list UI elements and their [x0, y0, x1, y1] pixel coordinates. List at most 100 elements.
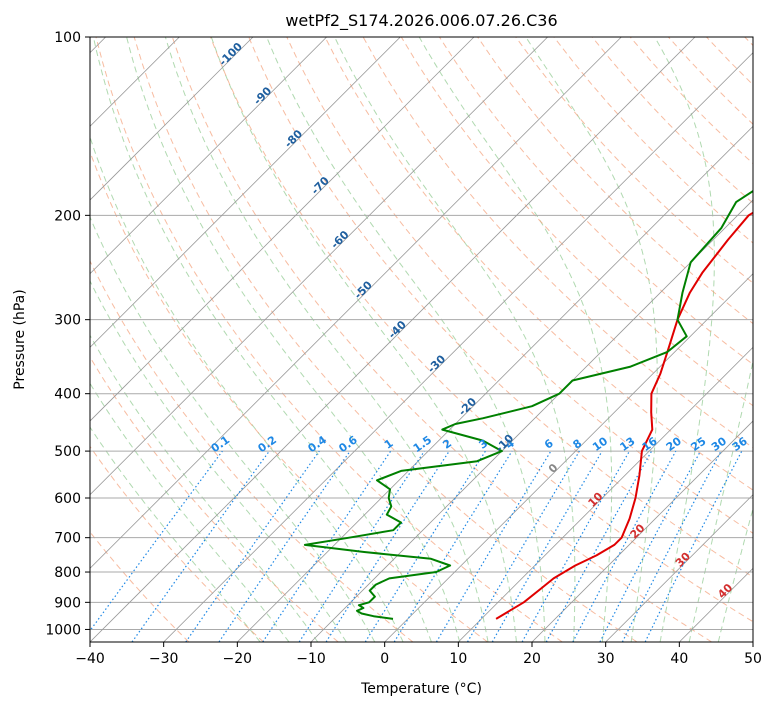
isotherm-line: [90, 37, 696, 642]
moist-adiabat-line: [90, 382, 290, 642]
sounding-profiles: [303, 189, 753, 620]
moist-adiabat-line: [717, 506, 753, 642]
moist-adiabats: [90, 37, 753, 642]
moist-adiabat-line: [90, 334, 319, 642]
mixing-ratio-line: [185, 450, 320, 642]
x-tick-label: −20: [223, 651, 253, 667]
moist-adiabat-label: 40: [715, 581, 735, 601]
isotherm-line: [752, 641, 753, 642]
mixing-ratio-label: 1.5: [411, 433, 434, 455]
isotherm-line: [605, 494, 753, 642]
mixing-ratio-line: [325, 450, 450, 642]
mixing-ratio-line: [393, 450, 513, 642]
dry-adiabat-label: -100: [216, 40, 245, 69]
isotherm-line: [90, 37, 622, 569]
mixing-ratio-label: 2: [440, 437, 454, 452]
isotherm-line: [310, 199, 753, 642]
x-tick-label: −40: [75, 651, 105, 667]
dry-adiabat-line: [477, 37, 753, 325]
y-tick-label: 600: [54, 491, 81, 507]
moist-adiabat-line: [90, 215, 376, 642]
x-tick-label: −30: [149, 651, 179, 667]
dry-adiabat-label: -40: [386, 318, 409, 341]
y-tick-label: 300: [54, 313, 81, 329]
moist-adiabat-line: [164, 37, 489, 642]
dry-adiabat-line: [90, 259, 414, 642]
dry-adiabat-label: -60: [328, 228, 351, 251]
dry-adiabat-label: -50: [352, 278, 375, 301]
x-tick-label: 50: [744, 651, 762, 667]
plot-frame: [89, 36, 754, 643]
mixing-ratio-line: [131, 450, 270, 642]
dry-adiabat-line: [248, 37, 753, 578]
dry-adiabat-label: -30: [425, 352, 448, 375]
mixing-ratio-line: [644, 450, 743, 642]
dry-adiabat-label: -80: [282, 127, 305, 150]
dry-adiabat-line: [324, 37, 753, 491]
chart-title: wetPf2_S174.2026.006.07.26.C36: [285, 11, 557, 31]
isotherm-line: [237, 125, 753, 642]
mixing-ratio-line: [521, 450, 631, 642]
mixing-ratio-line: [218, 450, 351, 642]
isotherm-line: [458, 346, 753, 642]
moist-adiabat-line: [90, 426, 261, 642]
isotherm-line: [90, 37, 401, 348]
isobar-grid: [90, 37, 753, 630]
isotherm-line: [90, 37, 254, 201]
dry-adiabat-line: [515, 37, 753, 284]
y-tick-label: 1000: [45, 622, 81, 638]
dry-adiabat-line: [286, 37, 753, 534]
mixing-ratio-label: 0.6: [336, 433, 360, 455]
isotherm-line: [90, 37, 548, 496]
y-axis-label: Pressure (hPa): [12, 289, 28, 389]
dry-adiabat-line: [90, 445, 264, 642]
mixing-ratio-line: [599, 450, 702, 642]
mixing-ratio-line: [298, 450, 425, 642]
moist-adiabat-line: [90, 135, 404, 642]
moist-adiabat-line: [688, 358, 753, 642]
mixing-ratio-line: [435, 450, 552, 642]
mixing-ratio-label: 0.1: [209, 433, 232, 455]
y-axis: 100 200 300 400 500 600 700 800 900 1000: [45, 30, 90, 638]
x-tick-label: 30: [597, 651, 615, 667]
isotherm-grid: [90, 37, 753, 642]
mixing-ratio-line: [545, 450, 653, 642]
mixing-ratio-line: [262, 450, 392, 642]
x-axis: −40 −30 −20 −10 0 10 20 30 40 50: [75, 642, 762, 667]
mixing-ratio-label: 6: [542, 437, 556, 452]
x-tick-label: 20: [523, 651, 541, 667]
mixing-ratio-label: 0.4: [306, 433, 330, 455]
moist-adiabat-line: [654, 37, 715, 642]
dry-adiabat-line: [133, 37, 638, 642]
moist-adiabat-line: [525, 37, 658, 642]
x-tick-label: 40: [670, 651, 688, 667]
moist-adiabat-line: [266, 37, 546, 642]
isotherm-line: [531, 420, 753, 642]
dry-adiabat-line: [706, 37, 753, 86]
temperature-line: [495, 211, 753, 620]
moist-adiabat-label: 10: [586, 490, 606, 510]
mixing-ratio-line: [90, 450, 223, 632]
y-tick-label: 100: [54, 30, 81, 46]
isotherm-line: [679, 567, 753, 642]
y-tick-label: 400: [54, 387, 81, 403]
y-tick-label: 900: [54, 595, 81, 611]
y-tick-label: 200: [54, 208, 81, 224]
dewpoint-line: [303, 189, 753, 620]
y-tick-label: 500: [54, 444, 81, 460]
x-tick-label: 0: [380, 651, 389, 667]
moist-adiabat-label: 30: [673, 549, 693, 569]
dry-adiabat-line: [171, 37, 712, 642]
dry-adiabat-line: [90, 150, 488, 642]
dry-adiabat-line: [210, 37, 753, 623]
isotherm-line: [163, 52, 753, 642]
dry-adiabat-label: -90: [251, 84, 274, 107]
isotherm-line: [90, 37, 475, 422]
x-tick-label: 10: [449, 651, 467, 667]
dry-adiabat-line: [95, 37, 563, 642]
isotherm-line: [90, 37, 327, 275]
moist-adiabat-line: [210, 37, 517, 642]
x-tick-label: −10: [296, 651, 326, 667]
moist-adiabat-line: [418, 37, 613, 642]
